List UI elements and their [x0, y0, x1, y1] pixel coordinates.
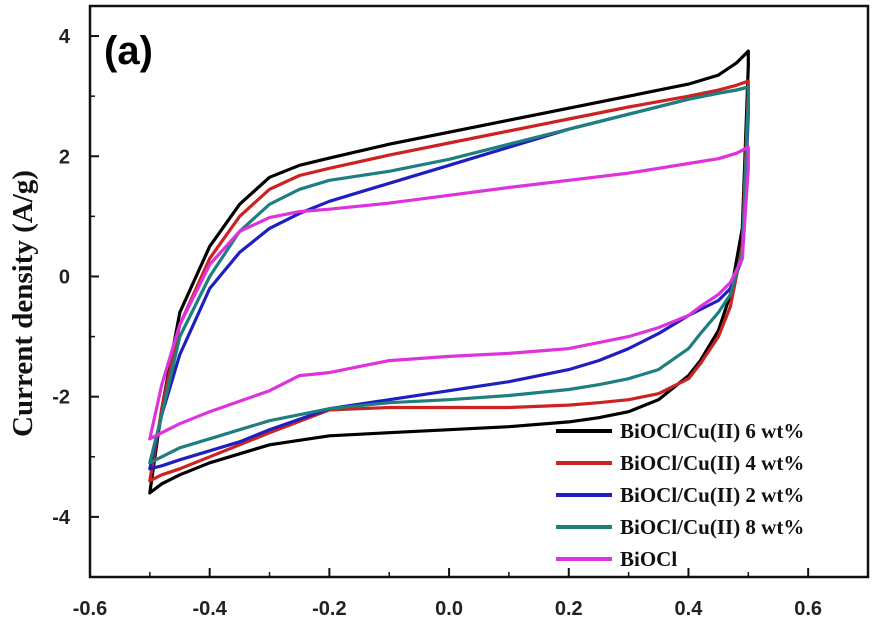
axis-ticks: -0.6 -0.4 -0.2 0.0 0.2 0.4 0.6 -4 -2 0 2 4 — [52, 26, 822, 620]
x-tick-label: -0.4 — [192, 598, 227, 620]
y-tick-label: 0 — [59, 266, 70, 288]
x-tick-label: -0.2 — [312, 598, 346, 620]
y-tick-label: -2 — [52, 387, 70, 409]
legend: BiOCl/Cu(II) 6 wt% BiOCl/Cu(II) 4 wt% BiOC… — [556, 419, 804, 571]
legend-label: BiOCl/Cu(II) 8 wt% — [620, 515, 804, 539]
legend-label: BiOCl/Cu(II) 4 wt% — [620, 451, 804, 475]
y-tick-label: -4 — [52, 507, 71, 529]
y-axis-title: Current density (A/g) — [7, 170, 39, 437]
legend-label: BiOCl — [620, 547, 677, 571]
x-tick-label: 0.2 — [555, 598, 583, 620]
x-tick-label: 0.0 — [435, 598, 463, 620]
x-tick-label: -0.6 — [73, 598, 107, 620]
y-tick-label: 2 — [59, 146, 70, 168]
panel-label: (a) — [104, 29, 153, 73]
series-line-5 — [148, 145, 750, 441]
series-lines — [148, 49, 750, 495]
x-tick-label: 0.6 — [794, 598, 822, 620]
legend-label: BiOCl/Cu(II) 2 wt% — [620, 483, 804, 507]
y-tick-label: 4 — [59, 26, 71, 48]
x-tick-label: 0.4 — [675, 598, 704, 620]
legend-label: BiOCl/Cu(II) 6 wt% — [620, 419, 804, 443]
plot-frame — [88, 4, 870, 579]
